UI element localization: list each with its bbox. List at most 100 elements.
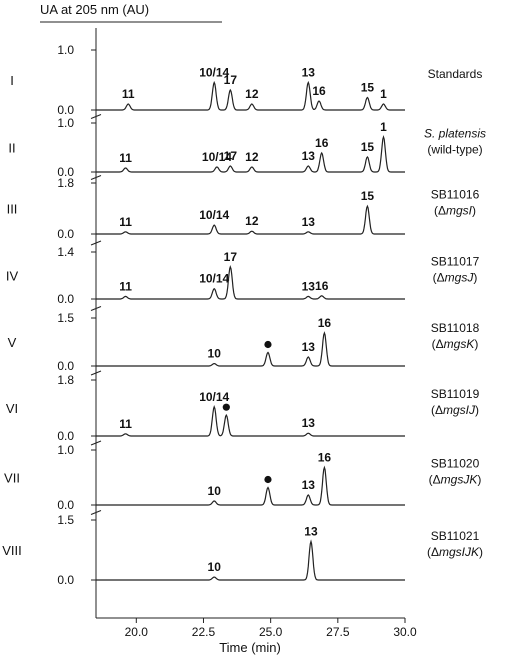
- panel-numeral: V: [8, 335, 17, 350]
- y-tick-label-bottom: 0.0: [57, 165, 74, 179]
- peak-label: 10: [208, 560, 222, 574]
- strain-genotype: (ΔmgsJ): [433, 271, 478, 285]
- x-tick-label: 22.5: [192, 625, 216, 639]
- strain-genotype: (ΔmgsIJ): [431, 403, 479, 417]
- strain-genotype: (wild-type): [427, 143, 482, 157]
- genotype-suffix: ): [474, 337, 478, 351]
- peak-label: 13: [302, 66, 316, 80]
- genotype-gene: wild-type: [430, 143, 479, 157]
- peak-label: 15: [361, 189, 375, 203]
- genotype-suffix: ): [473, 271, 477, 285]
- genotype-gene: mgsJ: [445, 271, 475, 285]
- peak-label: 16: [312, 84, 326, 98]
- peak-label: 1: [380, 120, 387, 134]
- strain-genotype: (ΔmgsIJK): [427, 545, 483, 559]
- strain-name: SB11021: [431, 529, 480, 543]
- peak-label: 15: [361, 140, 375, 154]
- genotype-suffix: ): [479, 545, 483, 559]
- genotype-prefix: (: [427, 143, 431, 157]
- chromatogram-trace: [96, 204, 405, 235]
- peak-marker-dot: [222, 403, 230, 411]
- panel-numeral: VII: [4, 471, 20, 486]
- strain-name: SB11019: [431, 387, 480, 401]
- axis-break-mark: [90, 114, 102, 119]
- chromatogram-trace: [96, 539, 405, 581]
- strain-name: SB11016: [431, 188, 480, 202]
- peak-label: 10/14: [199, 66, 229, 80]
- peak-marker-dot: [264, 340, 272, 349]
- panel-numeral: VI: [6, 401, 18, 416]
- x-axis-title: Time (min): [219, 640, 281, 655]
- axis-break-mark: [90, 370, 102, 376]
- genotype-gene: mgsJK: [441, 473, 479, 487]
- chromatogram-trace: [96, 331, 405, 367]
- peak-label: 10: [208, 484, 222, 498]
- peak-label: 13: [302, 478, 316, 492]
- panel-numeral: VIII: [2, 543, 22, 558]
- y-tick-label-bottom: 0.0: [57, 498, 74, 512]
- peak-label: 13: [302, 416, 316, 430]
- genotype-gene: mgsK: [444, 337, 476, 351]
- genotype-suffix: ): [472, 204, 476, 218]
- peak-label: 10/14: [199, 208, 229, 222]
- peak-label: 11: [119, 215, 132, 229]
- panel-numeral: II: [8, 141, 15, 156]
- genotype-suffix: ): [475, 403, 479, 417]
- strain-genotype: (ΔmgsK): [432, 337, 479, 351]
- y-tick-label-bottom: 0.0: [57, 103, 74, 117]
- y-tick-label-bottom: 0.0: [57, 359, 74, 373]
- peak-label: 16: [318, 316, 332, 330]
- panel-numeral: I: [10, 73, 14, 88]
- peak-label: 16: [315, 136, 329, 150]
- genotype-prefix: (Δ: [427, 545, 439, 559]
- peak-label: 17: [224, 73, 238, 87]
- strain-name: SB11020: [431, 457, 480, 471]
- peak-label: 11: [119, 279, 132, 293]
- x-tick-label: 30.0: [393, 625, 417, 639]
- y-tick-label-top: 1.4: [57, 245, 74, 259]
- peak-label: 13: [302, 340, 316, 354]
- y-tick-label-top: 1.5: [57, 311, 74, 325]
- chromatogram-trace: [96, 465, 405, 506]
- panel-iii: 1.8 0.0 III SB11016 (ΔmgsI) 11 10/14 12 13 15: [7, 175, 480, 241]
- peak-label: 10/14: [199, 390, 229, 404]
- y-tick-label-top: 1.0: [57, 116, 74, 130]
- peak-label: 13: [302, 215, 316, 229]
- panel-numeral: IV: [6, 269, 19, 284]
- y-tick-label-bottom: 0.0: [57, 429, 74, 443]
- chromatogram-trace: [96, 405, 405, 437]
- peak-label: 12: [245, 87, 259, 101]
- peak-label: 17: [224, 149, 238, 163]
- peak-label: 12: [245, 150, 259, 164]
- peak-label: 13: [302, 279, 316, 293]
- y-tick-label-top: 1.0: [57, 443, 74, 457]
- y-tick-label-top: 1.8: [57, 373, 74, 387]
- axis-break-mark: [90, 306, 102, 311]
- x-tick-label: 20.0: [125, 625, 149, 639]
- strain-genotype: (ΔmgsI): [434, 204, 476, 218]
- panel-viii: 1.5 0.0 VIII SB11021 (ΔmgsIJK) 10 13: [2, 510, 483, 587]
- peak-label: 11: [122, 87, 135, 101]
- peak-label: 10: [208, 347, 222, 361]
- peak-label: 16: [315, 279, 329, 293]
- genotype-gene: mgsIJK: [439, 545, 480, 559]
- axis-break-mark: [90, 440, 102, 446]
- y-tick-label-top: 1.5: [57, 513, 74, 527]
- peak-label: 13: [304, 525, 318, 539]
- y-tick-label-bottom: 0.0: [57, 227, 74, 241]
- peak-label: 11: [119, 151, 132, 165]
- axis-break-mark: [90, 240, 102, 246]
- strain-name: Standards: [428, 67, 483, 81]
- peak-label: 15: [361, 81, 375, 95]
- genotype-suffix: ): [479, 143, 483, 157]
- x-tick-label: 25.0: [259, 625, 283, 639]
- panel-numeral: III: [7, 202, 18, 217]
- axis-break-mark: [90, 510, 102, 515]
- axis-break-mark: [90, 175, 102, 180]
- peak-label: 1: [380, 87, 387, 101]
- genotype-prefix: (Δ: [429, 473, 441, 487]
